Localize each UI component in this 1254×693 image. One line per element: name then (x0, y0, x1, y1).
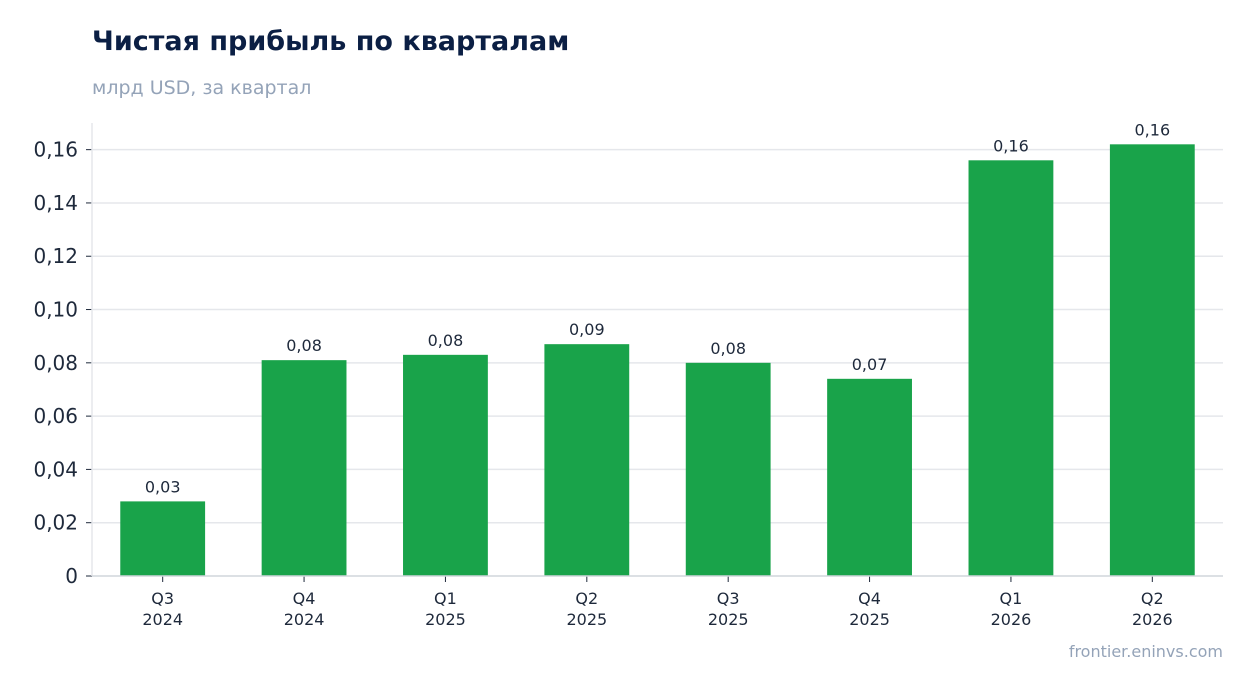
x-tick-label: 2024 (284, 610, 325, 629)
y-tick-label: 0,08 (33, 351, 78, 375)
y-tick-label: 0,12 (33, 244, 78, 268)
x-tick-label: Q4 (293, 589, 316, 608)
bar (827, 378, 912, 576)
y-tick-label: 0,10 (33, 298, 78, 322)
source-credit: frontier.eninvs.com (1068, 642, 1223, 661)
x-tick-label: 2025 (708, 610, 749, 629)
y-tick-label: 0,04 (33, 457, 78, 481)
x-tick-label: Q1 (1000, 589, 1023, 608)
y-tick-label: 0,14 (33, 191, 78, 215)
bar-value-label: 0,08 (710, 339, 746, 358)
bar (685, 362, 771, 576)
bar (403, 354, 488, 576)
x-tick-label: 2024 (142, 610, 183, 629)
bar (544, 344, 630, 576)
x-tick-label: 2025 (425, 610, 466, 629)
bar-value-label: 0,08 (428, 331, 464, 350)
y-tick-label: 0,06 (33, 404, 78, 428)
x-tick-label: Q3 (717, 589, 740, 608)
y-tick-label: 0,16 (33, 138, 78, 162)
x-tick-label: 2026 (1132, 610, 1173, 629)
y-tick-label: 0 (65, 564, 78, 588)
bar-value-label: 0,16 (993, 136, 1029, 155)
x-tick-label: Q3 (151, 589, 174, 608)
bar (120, 501, 206, 576)
bar-value-label: 0,03 (145, 477, 181, 496)
bar (261, 360, 347, 576)
chart-subtitle: млрд USD, за квартал (92, 77, 312, 99)
x-tick-label: Q2 (575, 589, 598, 608)
x-tick-label: Q1 (434, 589, 457, 608)
bar-value-label: 0,07 (852, 355, 888, 374)
x-tick-label: 2025 (849, 610, 890, 629)
x-tick-label: 2026 (991, 610, 1032, 629)
bar (1109, 144, 1195, 577)
x-tick-label: Q4 (858, 589, 881, 608)
x-tick-label: Q2 (1141, 589, 1164, 608)
bar (968, 160, 1054, 576)
bar-value-label: 0,09 (569, 320, 605, 339)
y-tick-label: 0,02 (33, 511, 78, 535)
bar-value-label: 0,08 (286, 336, 322, 355)
x-tick-label: 2025 (566, 610, 607, 629)
chart-title: Чистая прибыль по кварталам (92, 26, 570, 57)
bar-value-label: 0,16 (1135, 120, 1171, 139)
